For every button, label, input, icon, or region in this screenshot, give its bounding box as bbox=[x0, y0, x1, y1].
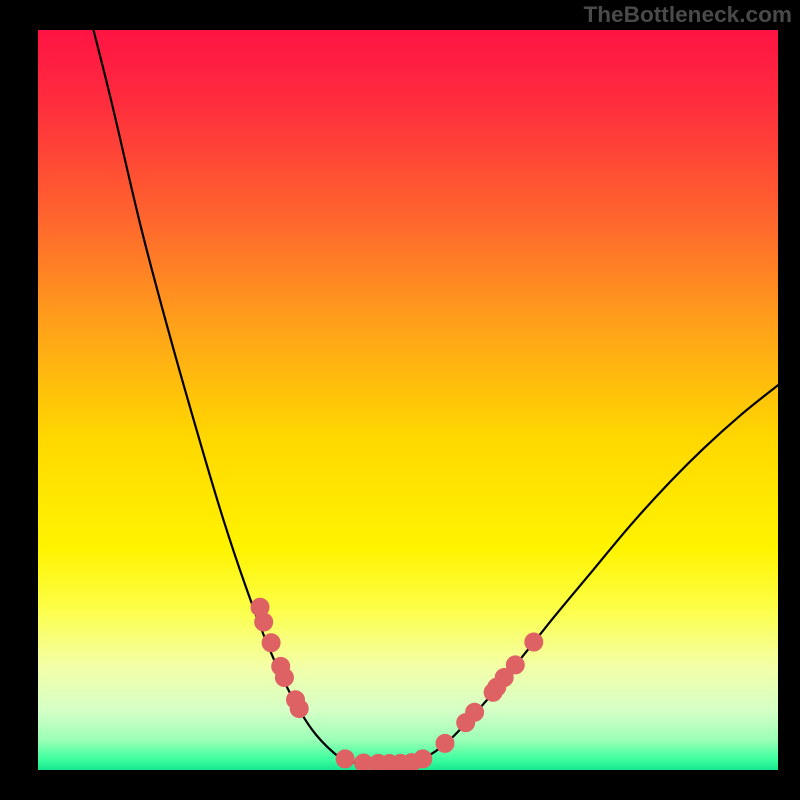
data-marker bbox=[506, 656, 524, 674]
data-marker bbox=[290, 700, 308, 718]
data-marker bbox=[414, 750, 432, 768]
data-marker bbox=[336, 750, 354, 768]
data-marker bbox=[262, 634, 280, 652]
plot-area bbox=[38, 30, 778, 770]
watermark-text: TheBottleneck.com bbox=[583, 2, 792, 28]
data-marker bbox=[275, 669, 293, 687]
chart-root: TheBottleneck.com bbox=[0, 0, 800, 800]
data-marker bbox=[255, 613, 273, 631]
data-marker bbox=[436, 734, 454, 752]
curve-overlay bbox=[38, 30, 778, 770]
data-marker bbox=[466, 703, 484, 721]
bottleneck-curve bbox=[94, 30, 779, 764]
data-marker bbox=[525, 633, 543, 651]
